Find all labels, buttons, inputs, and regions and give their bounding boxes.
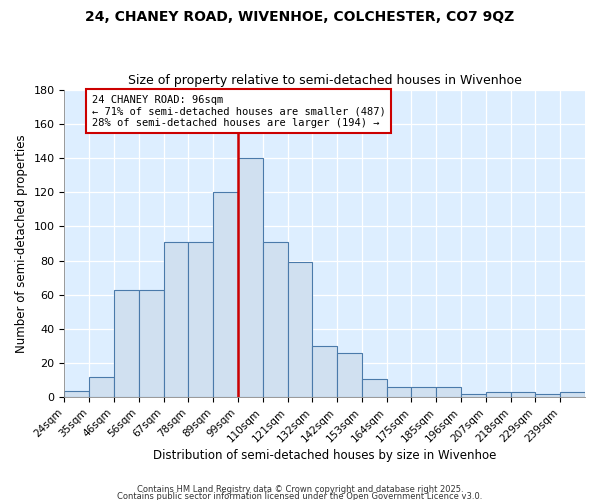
Bar: [313, 346, 337, 398]
Bar: [486, 392, 511, 398]
Text: 24, CHANEY ROAD, WIVENHOE, COLCHESTER, CO7 9QZ: 24, CHANEY ROAD, WIVENHOE, COLCHESTER, C…: [85, 10, 515, 24]
Bar: [213, 192, 238, 398]
Text: 24 CHANEY ROAD: 96sqm
← 71% of semi-detached houses are smaller (487)
28% of sem: 24 CHANEY ROAD: 96sqm ← 71% of semi-deta…: [92, 94, 385, 128]
Bar: [64, 390, 89, 398]
Bar: [114, 290, 139, 398]
Bar: [188, 242, 213, 398]
Bar: [535, 394, 560, 398]
Title: Size of property relative to semi-detached houses in Wivenhoe: Size of property relative to semi-detach…: [128, 74, 521, 87]
Bar: [287, 262, 313, 398]
Bar: [337, 353, 362, 398]
Bar: [386, 387, 412, 398]
Bar: [362, 378, 386, 398]
Bar: [412, 387, 436, 398]
Bar: [238, 158, 263, 398]
Bar: [89, 377, 114, 398]
Bar: [461, 394, 486, 398]
Y-axis label: Number of semi-detached properties: Number of semi-detached properties: [15, 134, 28, 353]
Text: Contains public sector information licensed under the Open Government Licence v3: Contains public sector information licen…: [118, 492, 482, 500]
Text: Contains HM Land Registry data © Crown copyright and database right 2025.: Contains HM Land Registry data © Crown c…: [137, 486, 463, 494]
Bar: [511, 392, 535, 398]
Bar: [164, 242, 188, 398]
Bar: [436, 387, 461, 398]
Bar: [560, 392, 585, 398]
Bar: [139, 290, 164, 398]
Bar: [263, 242, 287, 398]
X-axis label: Distribution of semi-detached houses by size in Wivenhoe: Distribution of semi-detached houses by …: [153, 450, 496, 462]
